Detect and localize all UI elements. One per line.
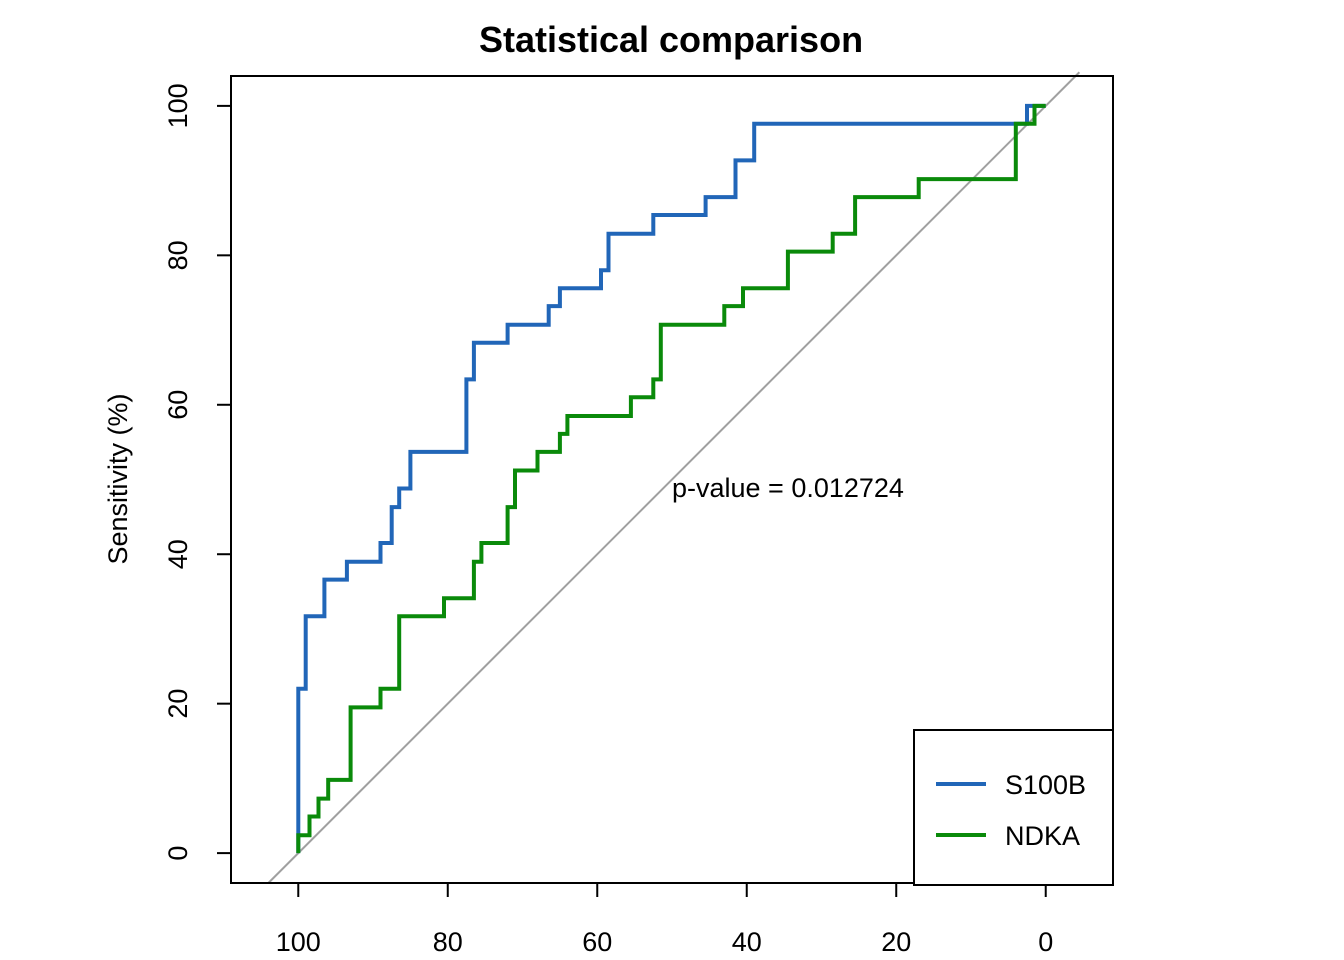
p-value-annotation: p-value = 0.012724 <box>672 473 904 503</box>
y-axis-title: Sensitivity (%) <box>103 393 133 564</box>
y-tick-label: 40 <box>163 539 193 569</box>
y-tick-label: 20 <box>163 689 193 719</box>
y-tick-label: 60 <box>163 390 193 420</box>
plot-frame <box>230 75 1114 884</box>
series-line-s100b <box>296 103 1046 854</box>
diagonal-line <box>267 71 1081 884</box>
x-tick-label: 100 <box>276 927 321 957</box>
legend-label-ndka: NDKA <box>1005 821 1080 851</box>
y-tick-label: 0 <box>163 846 193 861</box>
legend-label-s100b: S100B <box>1005 770 1086 800</box>
x-axis: 100 80 60 40 20 0 <box>276 883 1053 957</box>
x-tick-label: 40 <box>732 927 762 957</box>
x-tick-label: 80 <box>433 927 463 957</box>
legend-box <box>913 729 1114 886</box>
x-tick-label: 20 <box>881 927 911 957</box>
x-tick-label: 0 <box>1038 927 1053 957</box>
chart-title: Statistical comparison <box>479 19 863 60</box>
series-lines <box>296 103 1046 854</box>
diagonal-reference-line <box>267 71 1081 884</box>
x-tick-label: 60 <box>582 927 612 957</box>
legend: S100B NDKA <box>913 729 1114 886</box>
y-axis: 0 20 40 60 80 100 <box>163 83 231 861</box>
y-tick-label: 80 <box>163 240 193 270</box>
series-line-ndka <box>296 103 1046 854</box>
y-tick-label: 100 <box>163 83 193 128</box>
